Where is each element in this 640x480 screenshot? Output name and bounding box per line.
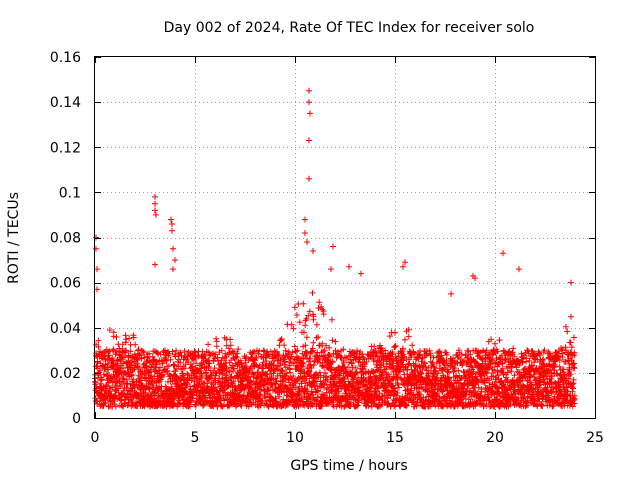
x-tick-labels: 0 5 10 15 20 25 (91, 430, 604, 446)
chart-title: Day 002 of 2024, Rate Of TEC Index for r… (164, 20, 535, 36)
x-tick-label: 20 (486, 430, 504, 446)
x-axis-label: GPS time / hours (290, 458, 407, 474)
grid-lines (95, 57, 595, 418)
roti-point-markers (92, 87, 578, 410)
axis-ticks (95, 57, 596, 419)
y-tick-label: 0.12 (50, 140, 81, 156)
y-tick-label: 0.06 (50, 276, 81, 292)
x-tick-label: 0 (91, 430, 100, 446)
x-tick-label: 5 (191, 430, 200, 446)
y-tick-label: 0.04 (50, 321, 81, 337)
y-tick-label: 0.08 (50, 231, 81, 247)
y-tick-label: 0.02 (50, 366, 81, 382)
y-tick-label: 0.16 (50, 50, 81, 66)
y-tick-label: 0.14 (50, 95, 81, 111)
x-tick-label: 25 (586, 430, 604, 446)
x-tick-label: 15 (386, 430, 404, 446)
y-tick-label: 0 (72, 411, 81, 427)
plot-frame (94, 56, 596, 419)
x-tick-label: 10 (286, 430, 304, 446)
y-tick-label: 0.1 (59, 185, 81, 201)
y-tick-labels: 0 0.02 0.04 0.06 0.08 0.1 0.12 0.14 0.16 (50, 50, 81, 427)
y-axis-label: ROTI / TECUs (6, 192, 22, 284)
data-points (92, 87, 578, 410)
